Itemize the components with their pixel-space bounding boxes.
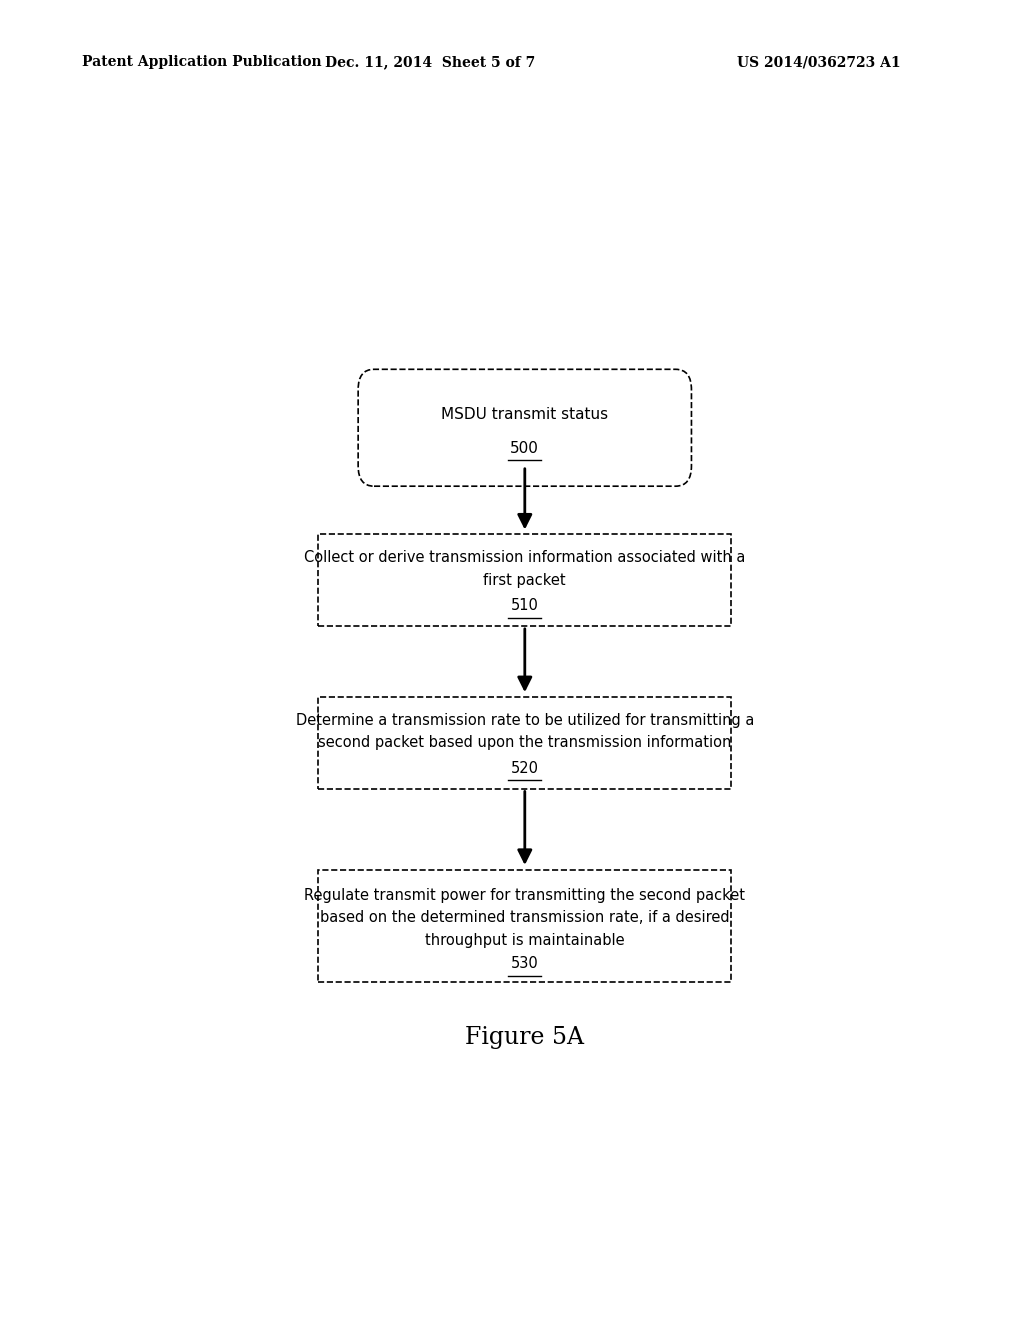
Text: 520: 520 [511, 760, 539, 776]
Text: 510: 510 [511, 598, 539, 612]
Text: throughput is maintainable: throughput is maintainable [425, 932, 625, 948]
Text: based on the determined transmission rate, if a desired: based on the determined transmission rat… [319, 911, 730, 925]
FancyBboxPatch shape [318, 870, 731, 982]
FancyBboxPatch shape [358, 370, 691, 486]
FancyBboxPatch shape [318, 535, 731, 626]
Text: Figure 5A: Figure 5A [465, 1026, 585, 1049]
Text: second packet based upon the transmission information: second packet based upon the transmissio… [318, 735, 731, 750]
Text: Patent Application Publication: Patent Application Publication [82, 55, 322, 70]
Text: Collect or derive transmission information associated with a: Collect or derive transmission informati… [304, 550, 745, 565]
Text: 500: 500 [510, 441, 540, 455]
Text: Dec. 11, 2014  Sheet 5 of 7: Dec. 11, 2014 Sheet 5 of 7 [325, 55, 536, 70]
Text: Determine a transmission rate to be utilized for transmitting a: Determine a transmission rate to be util… [296, 713, 754, 727]
Text: US 2014/0362723 A1: US 2014/0362723 A1 [737, 55, 901, 70]
Text: first packet: first packet [483, 573, 566, 587]
Text: MSDU transmit status: MSDU transmit status [441, 407, 608, 422]
Text: 530: 530 [511, 956, 539, 972]
FancyBboxPatch shape [318, 697, 731, 788]
Text: Regulate transmit power for transmitting the second packet: Regulate transmit power for transmitting… [304, 888, 745, 903]
